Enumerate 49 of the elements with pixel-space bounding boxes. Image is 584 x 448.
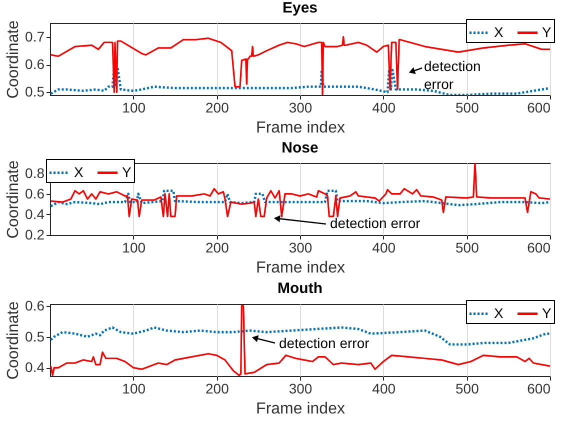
x-tick-label: 600 bbox=[527, 380, 551, 396]
annotation: detection error bbox=[424, 58, 481, 92]
x-tick-label: 300 bbox=[288, 240, 312, 256]
x-axis-title: Frame index bbox=[256, 120, 345, 136]
x-tick-label: 200 bbox=[205, 240, 230, 256]
line-series bbox=[50, 36, 550, 95]
line-series bbox=[50, 190, 550, 208]
legend-label: Y bbox=[542, 24, 552, 40]
y-tick-label: 0.6 bbox=[25, 185, 45, 202]
y-axis-title: Coordinate bbox=[5, 20, 22, 99]
legend-label: X bbox=[494, 24, 504, 40]
x-tick-label: 500 bbox=[455, 100, 480, 116]
y-tick-label: 0.5 bbox=[25, 328, 45, 344]
x-tick-label: 600 bbox=[527, 240, 551, 256]
y-tick-label: 0.6 bbox=[25, 56, 45, 72]
x-tick-label: 400 bbox=[372, 380, 396, 396]
y-tick-label: 0.2 bbox=[25, 226, 45, 242]
legend-label: X bbox=[494, 304, 504, 321]
y-tick-label: 0.5 bbox=[25, 84, 45, 100]
x-tick-label: 200 bbox=[205, 100, 230, 116]
x-tick-label: 200 bbox=[205, 380, 230, 396]
x-tick-label: 100 bbox=[122, 380, 146, 396]
x-tick-label: 100 bbox=[122, 240, 146, 256]
line-series bbox=[50, 163, 550, 218]
x-tick-label: 600 bbox=[527, 100, 551, 116]
x-tick-label: 500 bbox=[455, 380, 480, 396]
y-axis-title: Coordinate bbox=[5, 301, 22, 380]
y-tick-label: 0.4 bbox=[25, 206, 45, 222]
x-axis-title: Frame index bbox=[256, 260, 345, 276]
x-tick-label: 300 bbox=[288, 100, 312, 116]
y-tick-label: 0.8 bbox=[25, 164, 45, 181]
legend-label: X bbox=[74, 164, 84, 180]
x-axis-title: Frame index bbox=[256, 400, 345, 418]
x-tick-label: 500 bbox=[455, 240, 480, 256]
chart-title: Mouth bbox=[278, 280, 322, 297]
y-tick-label: 0.4 bbox=[25, 359, 45, 376]
y-tick-label: 0.6 bbox=[25, 297, 45, 314]
x-tick-label: 100 bbox=[122, 100, 146, 116]
legend-label: Y bbox=[542, 304, 552, 321]
x-tick-label: 300 bbox=[288, 380, 312, 396]
annotation: detection error bbox=[279, 335, 370, 351]
x-tick-label: 400 bbox=[372, 100, 396, 116]
legend-label: Y bbox=[122, 164, 132, 180]
x-tick-label: 400 bbox=[372, 240, 396, 256]
annotation: detection error bbox=[330, 215, 421, 231]
y-axis-title: Coordinate bbox=[5, 160, 22, 239]
chart-title: Eyes bbox=[282, 0, 318, 16]
y-tick-label: 0.7 bbox=[25, 28, 45, 44]
chart-title: Nose bbox=[282, 140, 318, 156]
